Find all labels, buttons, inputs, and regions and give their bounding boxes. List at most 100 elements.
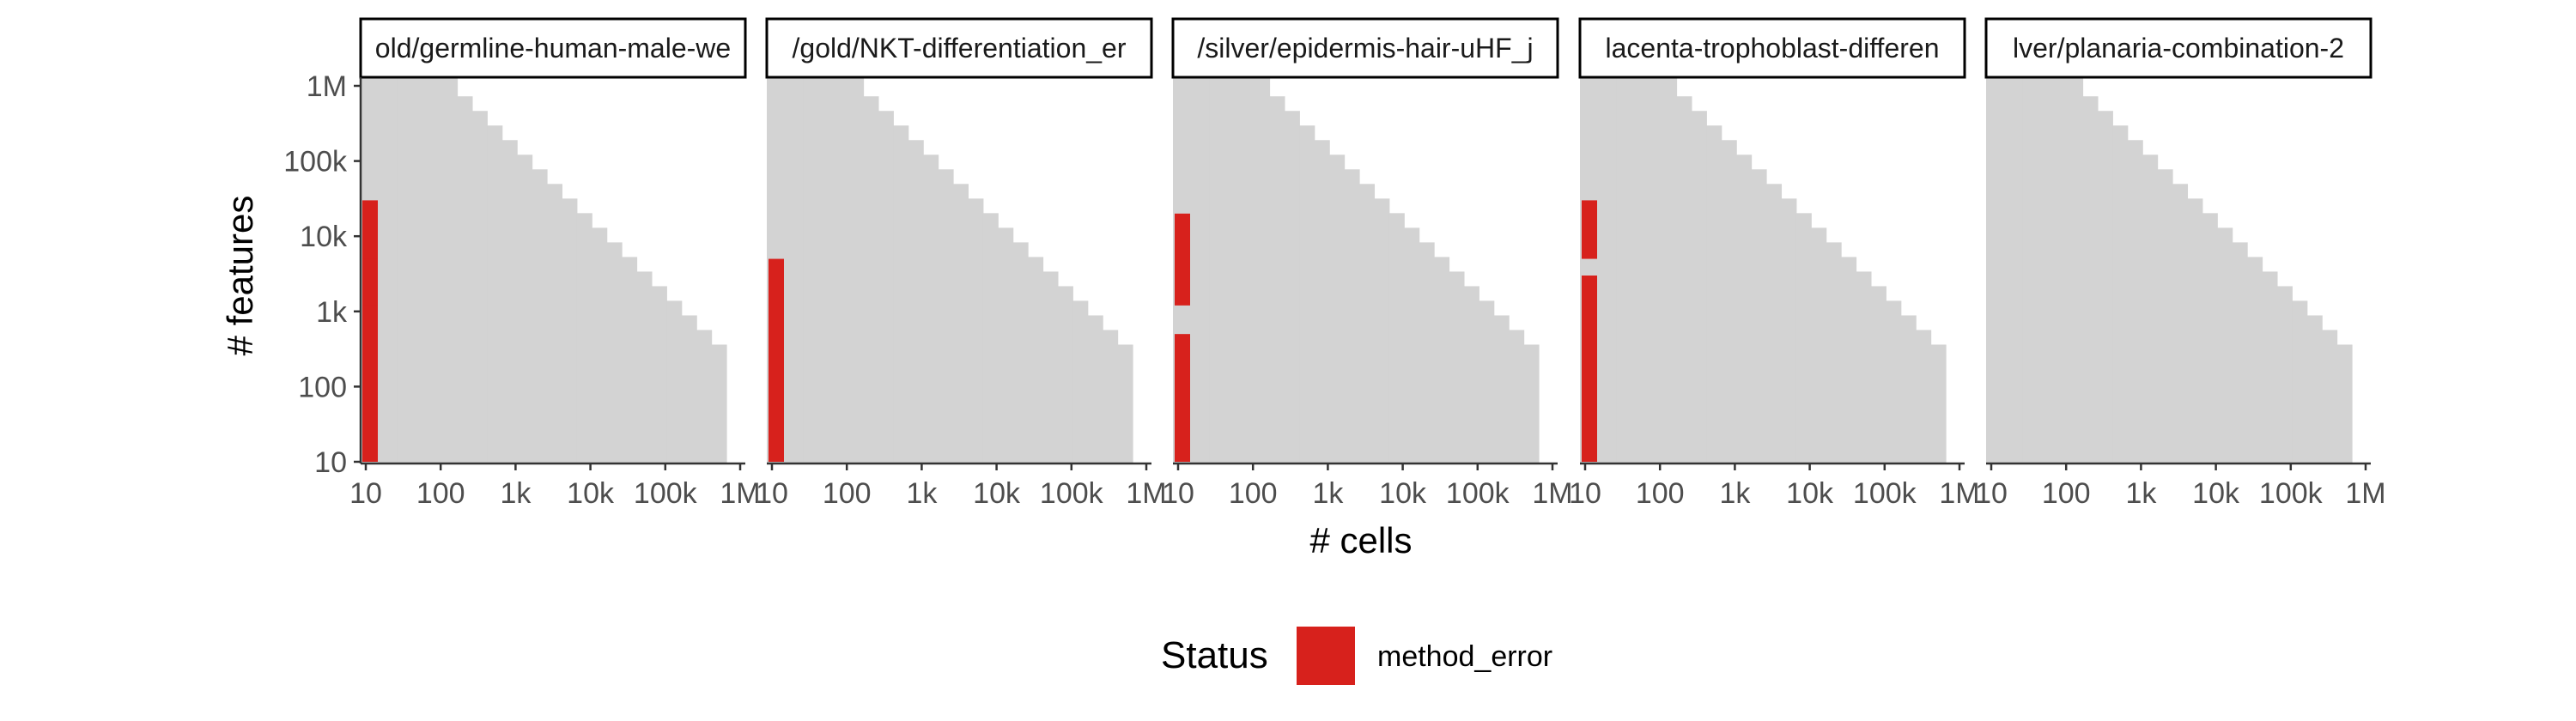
- grid-cell-column: [651, 286, 667, 464]
- grid-cell-column: [1463, 286, 1479, 464]
- grid-cell-column: [592, 227, 608, 464]
- grid-cell-column: [1580, 77, 1589, 464]
- x-tick-label: 100k: [1040, 477, 1104, 510]
- x-tick-label: 10k: [1786, 477, 1834, 510]
- grid-cell-column: [2306, 315, 2323, 464]
- x-tick-label: 1k: [2125, 477, 2157, 510]
- grid-cell-column: [1616, 77, 1632, 464]
- grid-cell-column: [1870, 286, 1886, 464]
- grid-cell-column: [547, 184, 563, 464]
- grid-cell-column: [2097, 111, 2113, 464]
- y-tick-label: 10k: [300, 221, 348, 253]
- grid-cell-column: [412, 77, 428, 464]
- y-tick-label: 1M: [307, 70, 347, 103]
- grid-cell-column: [1916, 330, 1932, 464]
- legend: Status method_error: [1161, 627, 1552, 685]
- x-tick-label: 1k: [1719, 477, 1751, 510]
- grid-cell-column: [2082, 96, 2099, 464]
- grid-cell-column: [788, 77, 805, 464]
- grid-cell-column: [1224, 77, 1241, 464]
- x-tick-label: 1M: [720, 477, 760, 510]
- facet-panel: lver/planaria-combination-2 10 100 1k 10k 100…: [1975, 17, 2386, 510]
- grid-cell-column: [1057, 286, 1073, 464]
- grid-cell-column: [696, 330, 713, 464]
- grid-cell-column: [848, 77, 865, 464]
- x-tick-label: 1M: [2345, 477, 2385, 510]
- grid-cell-column: [1117, 344, 1133, 464]
- facet-strip-label: lacenta-trophoblast-differen: [1606, 33, 1940, 64]
- grid-cell-column: [2322, 330, 2338, 464]
- x-axis-title: # cells: [1309, 520, 1412, 560]
- grid-cell-column: [1374, 198, 1390, 464]
- grid-cell-column: [1255, 77, 1271, 464]
- grid-cell-column: [1795, 213, 1812, 464]
- grid-cell-column: [1751, 169, 1767, 464]
- legend-key-method-error: [1297, 627, 1355, 685]
- x-tick-label: 10: [1569, 477, 1601, 510]
- grid-cell-column: [1359, 184, 1376, 464]
- x-tick-label: 100k: [634, 477, 698, 510]
- x-tick-label: 10: [1162, 477, 1194, 510]
- y-axis-title: # features: [220, 196, 260, 356]
- grid-cell-column: [1269, 96, 1285, 464]
- grid-cell-column: [2142, 154, 2159, 464]
- grid-cell-column: [1766, 184, 1783, 464]
- grid-cell-column: [2202, 213, 2218, 464]
- facet-strip: [359, 17, 747, 79]
- grid-cell-column: [1721, 140, 1737, 464]
- grid-cell-column: [2336, 344, 2353, 464]
- x-tick-label: 10k: [1379, 477, 1427, 510]
- method-error-cell: [1582, 200, 1597, 259]
- grid-cell-column: [1404, 227, 1420, 464]
- grid-cell-column: [636, 271, 653, 464]
- facet-panel: old/germline-human-male-we 10 100 1k 10k 100k…: [349, 17, 761, 510]
- grid-cell-column: [1676, 96, 1692, 464]
- grid-cell-column: [666, 300, 683, 464]
- grid-cell-column: [818, 77, 835, 464]
- x-tick-label: 1k: [906, 477, 938, 510]
- grid-cell-column: [1344, 169, 1360, 464]
- grid-cell-column: [487, 125, 503, 464]
- method-error-cell: [769, 258, 784, 462]
- grid-cell-column: [471, 111, 488, 464]
- grid-cell-column: [1691, 111, 1707, 464]
- grid-cell-column: [1631, 77, 1648, 464]
- facet-strip-label: /silver/epidermis-hair-uHF_j: [1197, 33, 1533, 64]
- grid-cell-column: [1103, 330, 1119, 464]
- grid-cell-column: [968, 198, 984, 464]
- grid-cell-column: [1434, 257, 1450, 464]
- grid-cell-column: [397, 77, 413, 464]
- x-tick-label: 10: [1975, 477, 2008, 510]
- grid-cell-column: [908, 140, 924, 464]
- facet-panel: /silver/epidermis-hair-uHF_j 10 100 1k 10k 10…: [1162, 17, 1573, 510]
- facet-strip-label: /gold/NKT-differentiation_er: [793, 33, 1127, 64]
- grid-cell-column: [1601, 77, 1618, 464]
- x-tick-label: 10: [349, 477, 382, 510]
- grid-cell-column: [517, 154, 533, 464]
- x-tick-label: 100k: [2259, 477, 2324, 510]
- grid-cell-column: [1329, 154, 1346, 464]
- legend-title: Status: [1161, 634, 1268, 676]
- facet-strip: [1171, 17, 1559, 79]
- grid-cell-column: [681, 315, 697, 464]
- grid-cell-column: [1449, 271, 1465, 464]
- y-tick-label: 100k: [283, 146, 348, 179]
- grid-cell-column: [2217, 227, 2233, 464]
- grid-cell-column: [501, 140, 518, 464]
- y-tick-label: 1k: [316, 296, 348, 329]
- facet-strip: [765, 17, 1153, 79]
- grid-cell-column: [1900, 315, 1917, 464]
- grid-cell-column: [1028, 257, 1044, 464]
- grid-cell-column: [2232, 242, 2248, 464]
- x-tick-label: 1M: [1939, 477, 1979, 510]
- grid-cell-column: [1042, 271, 1059, 464]
- grid-cell-column: [1284, 111, 1300, 464]
- grid-cell-column: [382, 77, 398, 464]
- x-tick-label: 10k: [2192, 477, 2240, 510]
- x-tick-label: 10k: [973, 477, 1021, 510]
- facet-strip: [1578, 17, 1966, 79]
- grid-cell-column: [1087, 315, 1103, 464]
- method-error-cell: [1582, 276, 1597, 462]
- grid-cell-column: [1986, 77, 1995, 464]
